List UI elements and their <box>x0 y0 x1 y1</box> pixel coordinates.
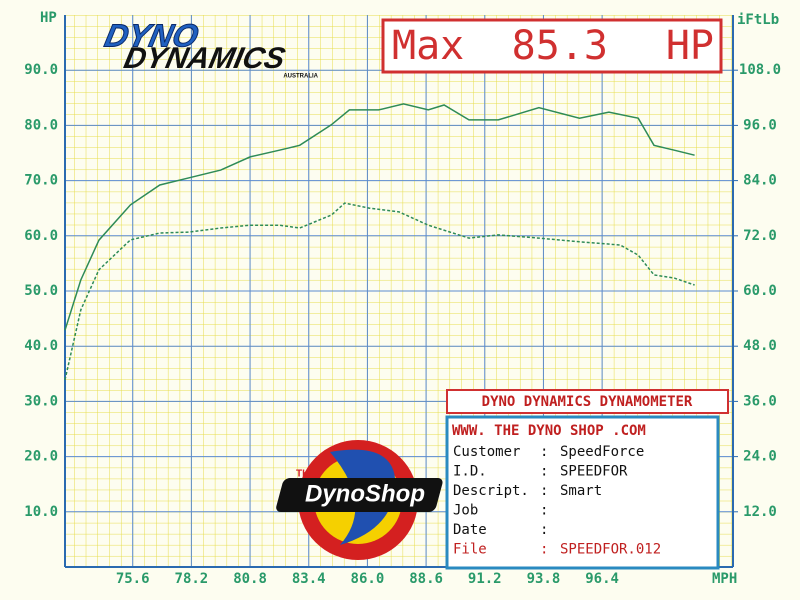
info-label: Date <box>453 522 487 538</box>
y2-axis-label: iFtLb <box>737 12 779 28</box>
info-separator: : <box>540 542 548 558</box>
brand-line2: DYNAMICS <box>121 42 288 75</box>
x-tick-label: 78.2 <box>175 571 209 587</box>
x-tick-label: 93.8 <box>527 571 561 587</box>
info-value: SpeedForce <box>560 444 644 460</box>
info-value: SPEEDFOR <box>560 464 628 480</box>
y2-tick-label: 12.0 <box>743 504 777 520</box>
info-separator: : <box>540 483 548 499</box>
brand-line1: DYNO <box>102 18 202 54</box>
brand-logo: DYNO DYNAMICS AUSTRALIA <box>101 17 319 80</box>
max-unit: HP <box>666 23 714 69</box>
x-tick-label: 75.6 <box>116 571 150 587</box>
y-tick-label: 30.0 <box>24 393 58 409</box>
info-separator: : <box>540 444 548 460</box>
y-tick-label: 70.0 <box>24 173 58 189</box>
y-tick-label: 20.0 <box>24 449 58 465</box>
y-tick-label: 10.0 <box>24 504 58 520</box>
info-separator: : <box>540 503 548 519</box>
info-label: Customer <box>453 444 520 460</box>
y-tick-label: 60.0 <box>24 228 58 244</box>
info-label: Job <box>453 503 478 519</box>
x-tick-label: 96.4 <box>585 571 619 587</box>
info-label: File <box>453 542 487 558</box>
y2-tick-label: 36.0 <box>743 393 777 409</box>
max-value: 85.3 <box>512 23 608 69</box>
info-value: SPEEDFOR.012 <box>560 542 661 558</box>
info-separator: : <box>540 464 548 480</box>
info-label: Descript. <box>453 483 529 499</box>
max-box <box>381 18 723 74</box>
max-label: Max <box>392 23 464 69</box>
curve <box>64 103 695 331</box>
x-axis-label: MPH <box>712 571 737 587</box>
y2-tick-label: 24.0 <box>743 449 777 465</box>
info-box <box>445 415 720 570</box>
y-tick-label: 40.0 <box>24 338 58 354</box>
y2-tick-label: 72.0 <box>743 228 777 244</box>
y2-tick-label: 108.0 <box>739 62 781 78</box>
x-tick-label: 91.2 <box>468 571 502 587</box>
curve <box>64 202 695 380</box>
logo-name: DynoShop <box>305 480 425 507</box>
y2-tick-label: 96.0 <box>743 117 777 133</box>
logo-small: THE <box>296 469 316 480</box>
logo-banner <box>276 478 443 512</box>
info-website: WWW. THE DYNO SHOP .COM <box>452 423 646 439</box>
y2-tick-label: 48.0 <box>743 338 777 354</box>
info-title: DYNO DYNAMICS DYNAMOMETER <box>482 394 693 410</box>
y-tick-label: 90.0 <box>24 62 58 78</box>
info-separator: : <box>540 522 548 538</box>
x-tick-label: 88.6 <box>409 571 443 587</box>
y-tick-label: 80.0 <box>24 117 58 133</box>
x-tick-label: 86.0 <box>351 571 385 587</box>
y2-tick-label: 84.0 <box>743 173 777 189</box>
info-header-box <box>446 389 729 414</box>
info-label: I.D. <box>453 464 487 480</box>
y-axis-label: HP <box>40 10 57 26</box>
x-tick-label: 80.8 <box>233 571 267 587</box>
info-value: Smart <box>560 483 602 499</box>
dynoshop-logo: THE DynoShop <box>276 440 443 560</box>
y-tick-label: 50.0 <box>24 283 58 299</box>
y2-tick-label: 60.0 <box>743 283 777 299</box>
x-tick-label: 83.4 <box>292 571 326 587</box>
brand-country: AUSTRALIA <box>283 74 318 80</box>
